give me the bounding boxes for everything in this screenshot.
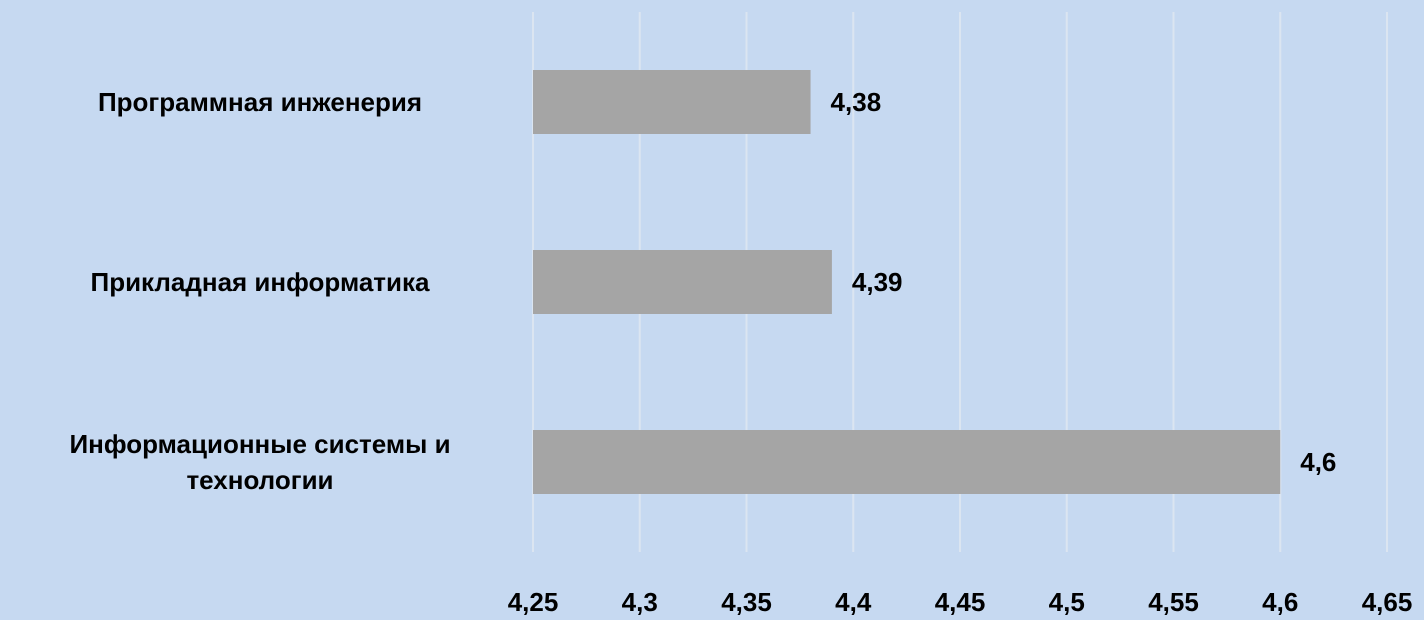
x-tick-label: 4,6 xyxy=(1262,587,1298,617)
data-label: 4,38 xyxy=(831,87,882,117)
x-tick-label: 4,3 xyxy=(622,587,658,617)
x-tick-label: 4,45 xyxy=(935,587,986,617)
data-label: 4,6 xyxy=(1300,447,1336,477)
x-tick-label: 4,35 xyxy=(721,587,772,617)
bar xyxy=(533,70,811,134)
x-tick-label: 4,25 xyxy=(508,587,559,617)
x-tick-label: 4,5 xyxy=(1049,587,1085,617)
bar xyxy=(533,250,832,314)
x-tick-label: 4,65 xyxy=(1362,587,1413,617)
bar xyxy=(533,430,1281,494)
x-tick-label: 4,4 xyxy=(835,587,872,617)
data-label: 4,39 xyxy=(852,267,903,297)
y-tick-label: Программная инженерия xyxy=(97,87,423,117)
y-tick-label: Информационные системы и технологии xyxy=(69,429,451,495)
y-tick-label: Прикладная информатика xyxy=(90,267,430,297)
x-tick-label: 4,55 xyxy=(1148,587,1199,617)
